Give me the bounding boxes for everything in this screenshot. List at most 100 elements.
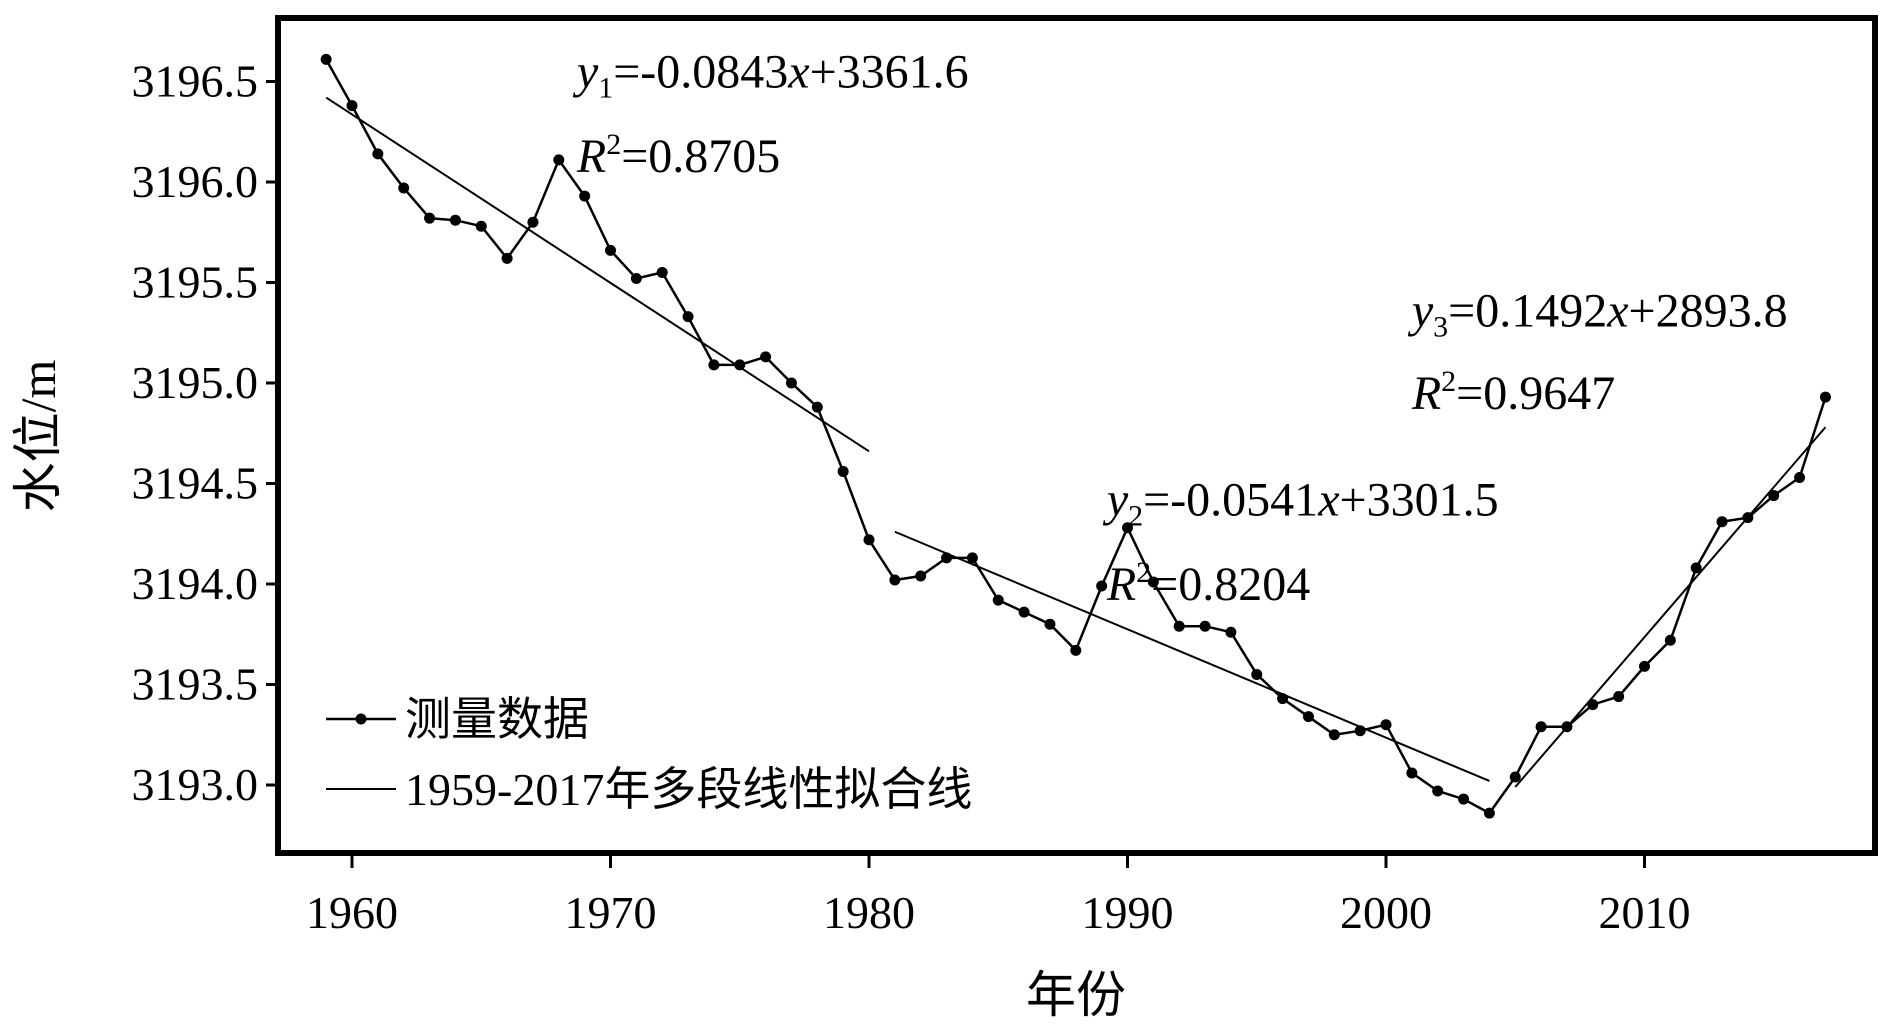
- legend-label-measured: 测量数据: [405, 694, 589, 745]
- y-tick-label: 3196.0: [132, 156, 259, 207]
- data-point: [1277, 693, 1289, 705]
- data-point: [992, 594, 1004, 606]
- data-point: [760, 351, 772, 363]
- plot-frame: [275, 15, 1878, 856]
- x-tick-label: 1960: [306, 887, 398, 938]
- data-point: [424, 212, 436, 224]
- data-point: [1561, 721, 1573, 733]
- equation-intercept: +2893.8: [1629, 285, 1788, 338]
- data-point: [527, 216, 539, 228]
- equation-subscript: 3: [1433, 311, 1448, 344]
- data-point: [1432, 785, 1444, 797]
- data-point: [1483, 807, 1495, 819]
- y-axis-title: 水位/m: [10, 360, 66, 513]
- data-point: [966, 552, 978, 564]
- equation-coefficient: =-0.0843: [613, 46, 788, 99]
- y-tick-label: 3196.5: [132, 56, 259, 107]
- data-point: [1613, 691, 1625, 703]
- equation-var: y: [572, 46, 599, 99]
- equation-annotations: y1=-0.0843x+3361.6R2=0.8705y2=-0.0541x+3…: [572, 46, 1788, 612]
- data-point: [1070, 644, 1082, 656]
- data-point: [1716, 516, 1728, 528]
- data-point: [1122, 522, 1133, 534]
- data-point: [785, 377, 797, 389]
- r-squared-2: R2=0.8204: [1106, 556, 1310, 611]
- data-point: [475, 220, 487, 232]
- measured-series: [320, 53, 1831, 819]
- data-point: [630, 272, 642, 284]
- data-point: [1328, 729, 1340, 741]
- equation-subscript: 2: [1128, 500, 1143, 533]
- data-point: [1639, 660, 1650, 672]
- data-point: [1173, 620, 1185, 632]
- y-tick-label: 3194.0: [132, 558, 259, 609]
- x-tick-label: 2000: [1340, 887, 1432, 938]
- data-point: [1199, 620, 1211, 632]
- data-point: [1535, 721, 1547, 733]
- equation-subscript: 1: [598, 72, 613, 105]
- legend-marker-dot-measured: [355, 713, 367, 725]
- r-squared-value: =0.8204: [1151, 558, 1310, 611]
- equation-intercept: +3361.6: [810, 46, 969, 99]
- data-point: [553, 154, 565, 166]
- data-point: [1690, 562, 1702, 574]
- y-tick-label: 3193.0: [132, 759, 259, 810]
- data-point: [863, 534, 875, 546]
- data-point: [579, 190, 591, 202]
- x-tick-label: 2010: [1599, 887, 1691, 938]
- equation-var: y: [1102, 474, 1129, 527]
- r-squared-value: =0.9647: [1456, 367, 1615, 420]
- r-squared-superscript: 2: [606, 128, 621, 161]
- data-point: [682, 311, 694, 323]
- data-point: [1044, 618, 1056, 630]
- equation-x: x: [1606, 285, 1628, 338]
- r-squared-symbol: R: [1411, 367, 1441, 420]
- fit-line-segment-1: [325, 96, 870, 453]
- data-point: [1587, 699, 1599, 711]
- data-point: [941, 552, 953, 564]
- r-squared-symbol: R: [576, 130, 606, 183]
- equation-1: y1=-0.0843x+3361.6: [572, 46, 969, 105]
- data-point: [501, 252, 513, 264]
- r-squared-value: =0.8705: [621, 130, 780, 183]
- fit-line-segment-2: [894, 530, 1490, 782]
- data-point: [837, 465, 849, 477]
- fit-lines: [325, 96, 1827, 788]
- data-point: [1458, 793, 1470, 805]
- data-point: [1354, 725, 1366, 737]
- data-point: [734, 359, 746, 371]
- data-point: [1018, 606, 1030, 618]
- data-point: [346, 100, 358, 112]
- data-point: [1819, 391, 1831, 403]
- data-point: [605, 244, 616, 256]
- data-point: [1664, 634, 1676, 646]
- y-tick-label: 3193.5: [132, 659, 259, 710]
- r-squared-symbol: R: [1106, 558, 1136, 611]
- x-tick-label: 1980: [823, 887, 915, 938]
- data-point: [1794, 471, 1806, 483]
- equation-2: y2=-0.0541x+3301.5: [1102, 474, 1499, 533]
- data-point: [1302, 711, 1314, 723]
- data-point: [1225, 626, 1237, 638]
- equation-x: x: [1317, 474, 1339, 527]
- r-squared-3: R2=0.9647: [1411, 365, 1615, 420]
- equation-intercept: +3301.5: [1340, 474, 1499, 527]
- legend-label-fit: 1959-2017年多段线性拟合线: [405, 764, 972, 815]
- data-point: [889, 574, 901, 586]
- y-tick-label: 3195.0: [132, 357, 259, 408]
- data-point: [1509, 771, 1521, 783]
- r-squared-superscript: 2: [1441, 365, 1456, 398]
- data-point: [1768, 490, 1780, 502]
- data-point: [656, 266, 668, 278]
- equation-coefficient: =0.1492: [1448, 285, 1607, 338]
- data-point: [1251, 668, 1263, 680]
- data-point: [449, 214, 461, 226]
- data-point: [398, 182, 410, 194]
- equation-var: y: [1407, 285, 1434, 338]
- data-point: [1380, 719, 1392, 731]
- y-axis-ticks: 3193.0 3193.5 3194.0 3194.5 3195.0 3195.5 3196…: [132, 56, 278, 810]
- r-squared-1: R2=0.8705: [576, 128, 780, 183]
- x-tick-label: 1990: [1082, 887, 1174, 938]
- equation-coefficient: =-0.0541: [1143, 474, 1318, 527]
